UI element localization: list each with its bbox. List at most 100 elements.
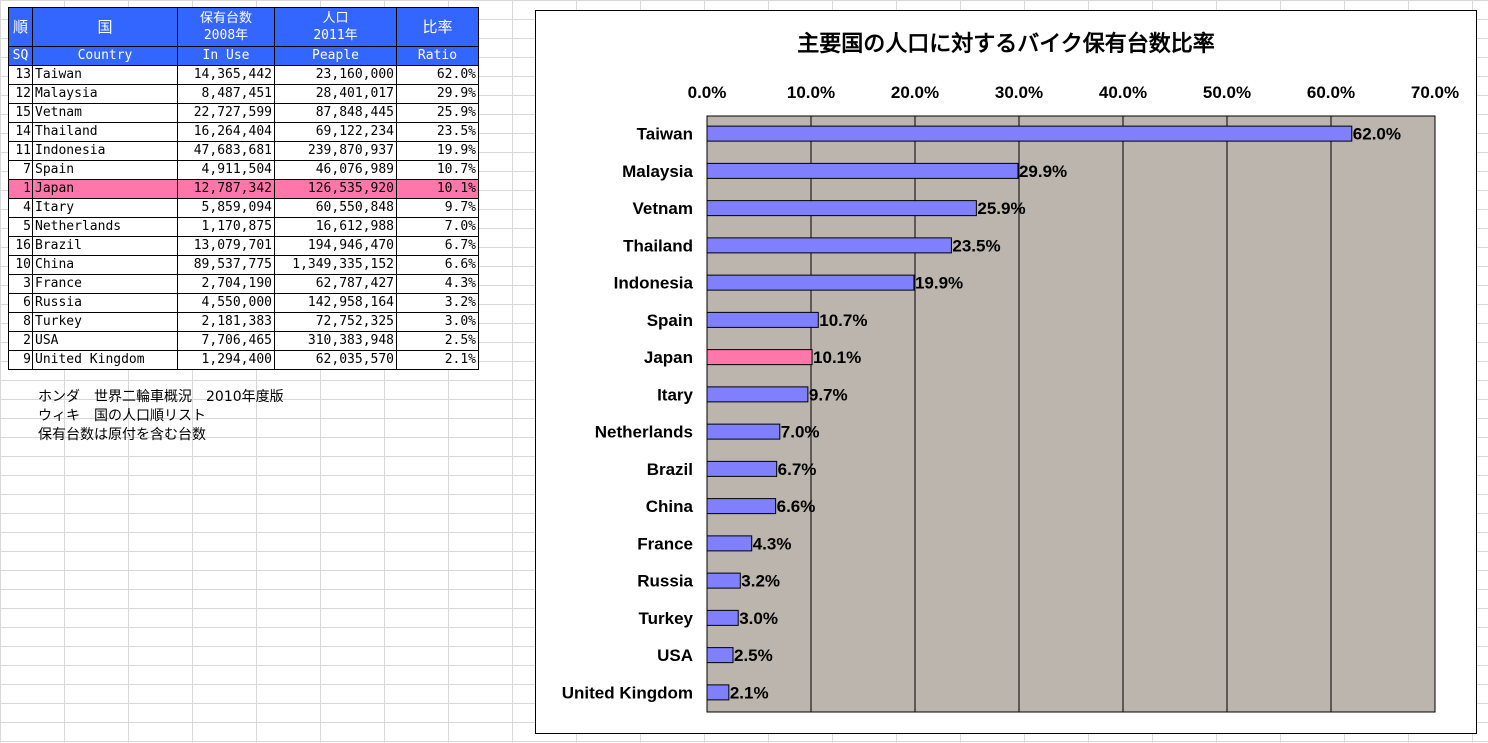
population-cell[interactable]: 62,035,570	[274, 350, 397, 370]
population-cell[interactable]: 87,848,445	[274, 103, 397, 123]
population-cell[interactable]: 23,160,000	[274, 65, 397, 85]
in-use-cell[interactable]: 13,079,701	[177, 236, 275, 256]
sq-cell[interactable]: 1	[8, 179, 33, 199]
sq-cell[interactable]: 15	[8, 103, 33, 123]
in-use-cell[interactable]: 16,264,404	[177, 122, 275, 142]
ratio-cell[interactable]: 3.2%	[396, 293, 479, 313]
sq-cell[interactable]: 5	[8, 217, 33, 237]
population-cell[interactable]: 126,535,920	[274, 179, 397, 199]
header-cell[interactable]: Country	[32, 46, 178, 66]
sq-cell[interactable]: 14	[8, 122, 33, 142]
in-use-cell[interactable]: 2,181,383	[177, 312, 275, 332]
sq-cell[interactable]: 4	[8, 198, 33, 218]
header-cell[interactable]: In Use	[177, 46, 275, 66]
country-cell[interactable]: France	[32, 274, 178, 294]
note-line[interactable]: ウィキ 国の人口順リスト	[38, 408, 206, 424]
sq-cell[interactable]: 6	[8, 293, 33, 313]
ratio-cell[interactable]: 2.5%	[396, 331, 479, 351]
header-cell[interactable]: Ratio	[396, 46, 479, 66]
country-cell[interactable]: Itary	[32, 198, 178, 218]
ratio-cell[interactable]: 10.7%	[396, 160, 479, 180]
header-cell[interactable]: 保有台数 2008年	[177, 7, 275, 47]
country-cell[interactable]: Vetnam	[32, 103, 178, 123]
category-label: Taiwan	[637, 125, 693, 144]
country-cell[interactable]: Malaysia	[32, 84, 178, 104]
country-cell[interactable]: Netherlands	[32, 217, 178, 237]
in-use-cell[interactable]: 22,727,599	[177, 103, 275, 123]
ratio-cell[interactable]: 3.0%	[396, 312, 479, 332]
sq-cell[interactable]: 10	[8, 255, 33, 275]
in-use-cell[interactable]: 5,859,094	[177, 198, 275, 218]
population-cell[interactable]: 239,870,937	[274, 141, 397, 161]
population-cell[interactable]: 1,349,335,152	[274, 255, 397, 275]
note-line[interactable]: ホンダ 世界二輪車概況 2010年度版	[38, 389, 284, 405]
sq-cell[interactable]: 13	[8, 65, 33, 85]
in-use-cell[interactable]: 12,787,342	[177, 179, 275, 199]
population-cell[interactable]: 194,946,470	[274, 236, 397, 256]
population-cell[interactable]: 16,612,988	[274, 217, 397, 237]
header-cell[interactable]: Peaple	[274, 46, 397, 66]
sq-cell[interactable]: 8	[8, 312, 33, 332]
population-cell[interactable]: 142,958,164	[274, 293, 397, 313]
sq-cell[interactable]: 9	[8, 350, 33, 370]
sq-cell[interactable]: 16	[8, 236, 33, 256]
country-cell[interactable]: Brazil	[32, 236, 178, 256]
ratio-cell[interactable]: 29.9%	[396, 84, 479, 104]
ratio-cell[interactable]: 23.5%	[396, 122, 479, 142]
sq-cell[interactable]: 7	[8, 160, 33, 180]
in-use-cell[interactable]: 47,683,681	[177, 141, 275, 161]
population-cell[interactable]: 28,401,017	[274, 84, 397, 104]
country-cell[interactable]: Turkey	[32, 312, 178, 332]
sq-cell[interactable]: 2	[8, 331, 33, 351]
ratio-cell[interactable]: 19.9%	[396, 141, 479, 161]
country-cell[interactable]: Spain	[32, 160, 178, 180]
table-row: 10 China 89,537,775 1,349,335,152 6.6%	[8, 255, 479, 275]
sq-cell[interactable]: 11	[8, 141, 33, 161]
ratio-cell[interactable]: 6.7%	[396, 236, 479, 256]
in-use-cell[interactable]: 8,487,451	[177, 84, 275, 104]
population-cell[interactable]: 60,550,848	[274, 198, 397, 218]
ratio-cell[interactable]: 4.3%	[396, 274, 479, 294]
chart-object[interactable]: 主要国の人口に対するバイク保有台数比率 0.0% 10.0% 20.0% 30.0% 4…	[535, 10, 1477, 734]
country-cell[interactable]: Japan	[32, 179, 178, 199]
in-use-cell[interactable]: 7,706,465	[177, 331, 275, 351]
x-tick-label: 0.0%	[688, 83, 727, 102]
population-cell[interactable]: 310,383,948	[274, 331, 397, 351]
population-cell[interactable]: 72,752,325	[274, 312, 397, 332]
header-cell[interactable]: 国	[32, 7, 178, 47]
ratio-cell[interactable]: 9.7%	[396, 198, 479, 218]
ratio-cell[interactable]: 7.0%	[396, 217, 479, 237]
ratio-cell[interactable]: 25.9%	[396, 103, 479, 123]
in-use-cell[interactable]: 4,911,504	[177, 160, 275, 180]
country-cell[interactable]: Taiwan	[32, 65, 178, 85]
country-cell[interactable]: Thailand	[32, 122, 178, 142]
in-use-cell[interactable]: 89,537,775	[177, 255, 275, 275]
ratio-cell[interactable]: 10.1%	[396, 179, 479, 199]
country-cell[interactable]: Russia	[32, 293, 178, 313]
ratio-cell[interactable]: 62.0%	[396, 65, 479, 85]
header-cell[interactable]: SQ	[8, 46, 33, 66]
in-use-cell[interactable]: 2,704,190	[177, 274, 275, 294]
bar	[706, 460, 778, 477]
header-cell[interactable]: 比率	[396, 7, 479, 47]
in-use-cell[interactable]: 1,170,875	[177, 217, 275, 237]
in-use-cell[interactable]: 4,550,000	[177, 293, 275, 313]
country-cell[interactable]: Indonesia	[32, 141, 178, 161]
note-line[interactable]: 保有台数は原付を含む台数	[38, 427, 206, 443]
in-use-cell[interactable]: 14,365,442	[177, 65, 275, 85]
category-label: Turkey	[639, 609, 694, 628]
country-cell[interactable]: USA	[32, 331, 178, 351]
country-cell[interactable]: China	[32, 255, 178, 275]
population-cell[interactable]: 69,122,234	[274, 122, 397, 142]
header-cell[interactable]: 人口 2011年	[274, 7, 397, 47]
ratio-cell[interactable]: 6.6%	[396, 255, 479, 275]
sq-cell[interactable]: 3	[8, 274, 33, 294]
population-cell[interactable]: 46,076,989	[274, 160, 397, 180]
table-row: 12 Malaysia 8,487,451 28,401,017 29.9%	[8, 84, 479, 104]
ratio-cell[interactable]: 2.1%	[396, 350, 479, 370]
population-cell[interactable]: 62,787,427	[274, 274, 397, 294]
header-cell[interactable]: 順	[8, 7, 33, 47]
country-cell[interactable]: United Kingdom	[32, 350, 178, 370]
in-use-cell[interactable]: 1,294,400	[177, 350, 275, 370]
sq-cell[interactable]: 12	[8, 84, 33, 104]
